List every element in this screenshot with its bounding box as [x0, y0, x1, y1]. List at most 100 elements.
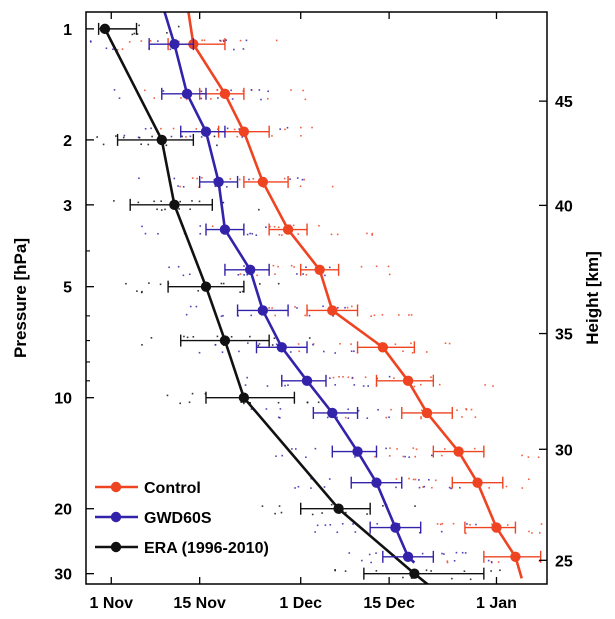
- scatter-dot: [328, 266, 331, 269]
- scatter-dot: [436, 523, 439, 525]
- scatter-dot: [177, 265, 180, 268]
- scatter-dot: [434, 479, 437, 482]
- scatter-dot: [250, 89, 253, 91]
- legend-marker: [110, 541, 122, 553]
- scatter-dot: [177, 25, 180, 28]
- scatter-dot: [197, 289, 200, 292]
- scatter-dot: [506, 524, 509, 526]
- scatter-dot: [182, 186, 185, 188]
- scatter-dot: [178, 40, 180, 43]
- scatter-dot: [404, 455, 406, 458]
- scatter-dot: [310, 477, 312, 480]
- scatter-dot: [389, 447, 391, 449]
- scatter-dot: [298, 350, 301, 353]
- data-point: [200, 126, 212, 137]
- scatter-dot: [150, 337, 153, 339]
- scatter-dot: [160, 127, 162, 130]
- scatter-dot: [140, 143, 142, 146]
- scatter-dot: [216, 89, 219, 91]
- scatter-dot: [280, 511, 283, 514]
- scatter-dot: [258, 343, 261, 345]
- scatter-dot: [487, 559, 490, 562]
- y2-tick-label: 45: [555, 94, 573, 111]
- scatter-dot: [414, 478, 417, 481]
- data-point: [219, 88, 231, 100]
- scatter-dot: [294, 487, 296, 489]
- scatter-dot: [332, 376, 335, 379]
- scatter-dot: [388, 416, 390, 419]
- scatter-dot: [198, 351, 201, 354]
- scatter-dot: [331, 185, 334, 188]
- scatter-dot: [293, 266, 295, 268]
- scatter-dot: [144, 89, 146, 92]
- scatter-dot: [421, 552, 424, 555]
- data-point: [282, 224, 294, 235]
- scatter-dot: [410, 342, 412, 345]
- scatter-dot: [164, 208, 166, 211]
- scatter-dot: [465, 408, 467, 410]
- scatter-dot: [217, 97, 219, 99]
- scatter-dot: [112, 48, 114, 51]
- scatter-dot: [166, 394, 169, 397]
- scatter-dot: [311, 513, 314, 516]
- scatter-dot: [147, 143, 150, 146]
- scatter-dot: [162, 90, 165, 92]
- y2-tick-label: 40: [555, 198, 573, 215]
- data-point: [169, 38, 180, 50]
- scatter-dot: [258, 208, 260, 211]
- scatter-dot: [238, 178, 241, 181]
- data-point: [219, 335, 231, 346]
- scatter-dot: [505, 485, 508, 488]
- y-tick-label: 5: [63, 280, 72, 297]
- x-tick-label: 1 Nov: [89, 595, 133, 612]
- scatter-dot: [336, 233, 339, 236]
- scatter-dot: [351, 305, 353, 308]
- scatter-dot: [183, 335, 185, 338]
- scatter-dot: [441, 522, 444, 525]
- scatter-dot: [141, 290, 143, 293]
- scatter-dot: [128, 41, 131, 43]
- scatter-dot: [284, 384, 286, 387]
- scatter-dot: [249, 335, 251, 338]
- scatter-dot: [425, 351, 428, 353]
- scatter-dot: [200, 136, 203, 138]
- scatter-dot: [239, 39, 242, 42]
- scatter-dot: [311, 126, 313, 129]
- scatter-dot: [334, 569, 336, 572]
- scatter-dot: [268, 307, 270, 309]
- scatter-dot: [222, 39, 225, 42]
- scatter-dot: [431, 486, 433, 489]
- scatter-dot: [153, 97, 156, 99]
- scatter-dot: [281, 454, 283, 457]
- scatter-dot: [428, 478, 430, 481]
- scatter-dot: [220, 315, 223, 318]
- scatter-dot: [150, 127, 152, 130]
- scatter-dot: [304, 314, 306, 317]
- scatter-dot: [180, 97, 182, 99]
- scatter-dot: [179, 185, 181, 188]
- scatter-dot: [360, 265, 363, 268]
- scatter-dot: [408, 456, 411, 458]
- scatter-dot: [192, 336, 195, 338]
- scatter-dot: [351, 376, 354, 379]
- scatter-dot: [226, 186, 228, 188]
- data-point: [257, 176, 269, 188]
- scatter-dot: [330, 503, 333, 506]
- scatter-dot: [196, 177, 198, 180]
- scatter-dot: [412, 447, 415, 449]
- x-tick-label: 15 Dec: [363, 595, 415, 612]
- scatter-dot: [279, 408, 282, 410]
- scatter-dot: [157, 232, 159, 235]
- scatter-dot: [297, 485, 300, 488]
- scatter-dot: [115, 135, 117, 137]
- scatter-dot: [441, 552, 443, 555]
- scatter-dot: [499, 569, 501, 572]
- scatter-dot: [296, 273, 298, 275]
- series-line: [163, 12, 416, 564]
- scatter-dot: [308, 314, 311, 317]
- scatter-dot: [148, 282, 150, 284]
- data-point: [421, 407, 433, 419]
- scatter-dot: [339, 342, 341, 345]
- scatter-dot: [189, 208, 191, 211]
- scatter-dot: [173, 177, 176, 180]
